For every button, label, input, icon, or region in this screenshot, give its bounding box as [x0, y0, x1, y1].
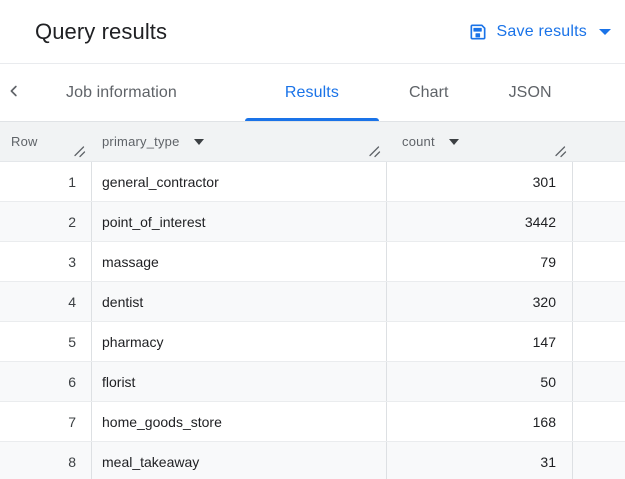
row-number: 5 [0, 322, 92, 361]
table-row: 1 general_contractor 301 [0, 162, 625, 202]
table-row: 5 pharmacy 147 [0, 322, 625, 362]
save-results-button[interactable]: Save results [464, 16, 615, 48]
back-chevron-button[interactable] [0, 64, 28, 121]
column-label-count: count [402, 134, 435, 149]
table-row: 2 point_of_interest 3442 [0, 202, 625, 242]
cell-count: 168 [387, 402, 573, 441]
column-header-primary-type[interactable]: primary_type [92, 122, 387, 161]
cell-count: 3442 [387, 202, 573, 241]
table-row: 4 dentist 320 [0, 282, 625, 322]
row-number: 8 [0, 442, 92, 479]
table-row: 8 meal_takeaway 31 [0, 442, 625, 479]
save-results-label: Save results [496, 22, 587, 40]
cell-primary-type: florist [92, 362, 387, 401]
tab-results[interactable]: Results [244, 64, 380, 121]
results-tabbar: Job information Results Chart JSON [0, 64, 625, 122]
save-icon [468, 22, 488, 42]
column-resize-handle-row[interactable] [73, 145, 86, 158]
query-results-titlebar: Query results Save results [0, 0, 625, 64]
cell-filler [573, 442, 625, 479]
cell-count: 79 [387, 242, 573, 281]
save-results-caret-icon [599, 28, 611, 35]
page-title: Query results [35, 18, 168, 44]
cell-count: 320 [387, 282, 573, 321]
row-number: 2 [0, 202, 92, 241]
column-resize-handle-count[interactable] [554, 145, 567, 158]
row-number: 6 [0, 362, 92, 401]
cell-filler [573, 242, 625, 281]
table-row: 6 florist 50 [0, 362, 625, 402]
column-header-filler [573, 122, 625, 161]
cell-primary-type: home_goods_store [92, 402, 387, 441]
table-row: 7 home_goods_store 168 [0, 402, 625, 442]
cell-primary-type: meal_takeaway [92, 442, 387, 479]
cell-filler [573, 402, 625, 441]
column-resize-handle-primary-type[interactable] [368, 145, 381, 158]
cell-primary-type: general_contractor [92, 162, 387, 201]
column-header-count[interactable]: count [387, 122, 573, 161]
cell-primary-type: pharmacy [92, 322, 387, 361]
cell-filler [573, 322, 625, 361]
cell-filler [573, 282, 625, 321]
cell-count: 147 [387, 322, 573, 361]
cell-primary-type: point_of_interest [92, 202, 387, 241]
cell-primary-type: dentist [92, 282, 387, 321]
cell-count: 301 [387, 162, 573, 201]
cell-primary-type: massage [92, 242, 387, 281]
table-header-row: Row primary_type count [0, 122, 625, 162]
row-number: 7 [0, 402, 92, 441]
cell-filler [573, 162, 625, 201]
column-label-primary-type: primary_type [102, 134, 180, 149]
table-row: 3 massage 79 [0, 242, 625, 282]
row-number: 4 [0, 282, 92, 321]
column-header-row[interactable]: Row [0, 122, 92, 161]
cell-filler [573, 202, 625, 241]
tab-job-information[interactable]: Job information [28, 64, 215, 121]
results-table: Row primary_type count [0, 122, 625, 479]
cell-count: 31 [387, 442, 573, 479]
column-label-row: Row [11, 134, 38, 149]
table-body: 1 general_contractor 301 2 point_of_inte… [0, 162, 625, 479]
cell-filler [573, 362, 625, 401]
row-number: 1 [0, 162, 92, 201]
count-dropdown-arrow-icon[interactable] [448, 138, 459, 145]
primary-type-dropdown-arrow-icon[interactable] [193, 138, 204, 145]
chevron-left-icon [5, 82, 23, 103]
tab-chart[interactable]: Chart [379, 64, 479, 121]
cell-count: 50 [387, 362, 573, 401]
row-number: 3 [0, 242, 92, 281]
tab-json[interactable]: JSON [479, 64, 582, 121]
